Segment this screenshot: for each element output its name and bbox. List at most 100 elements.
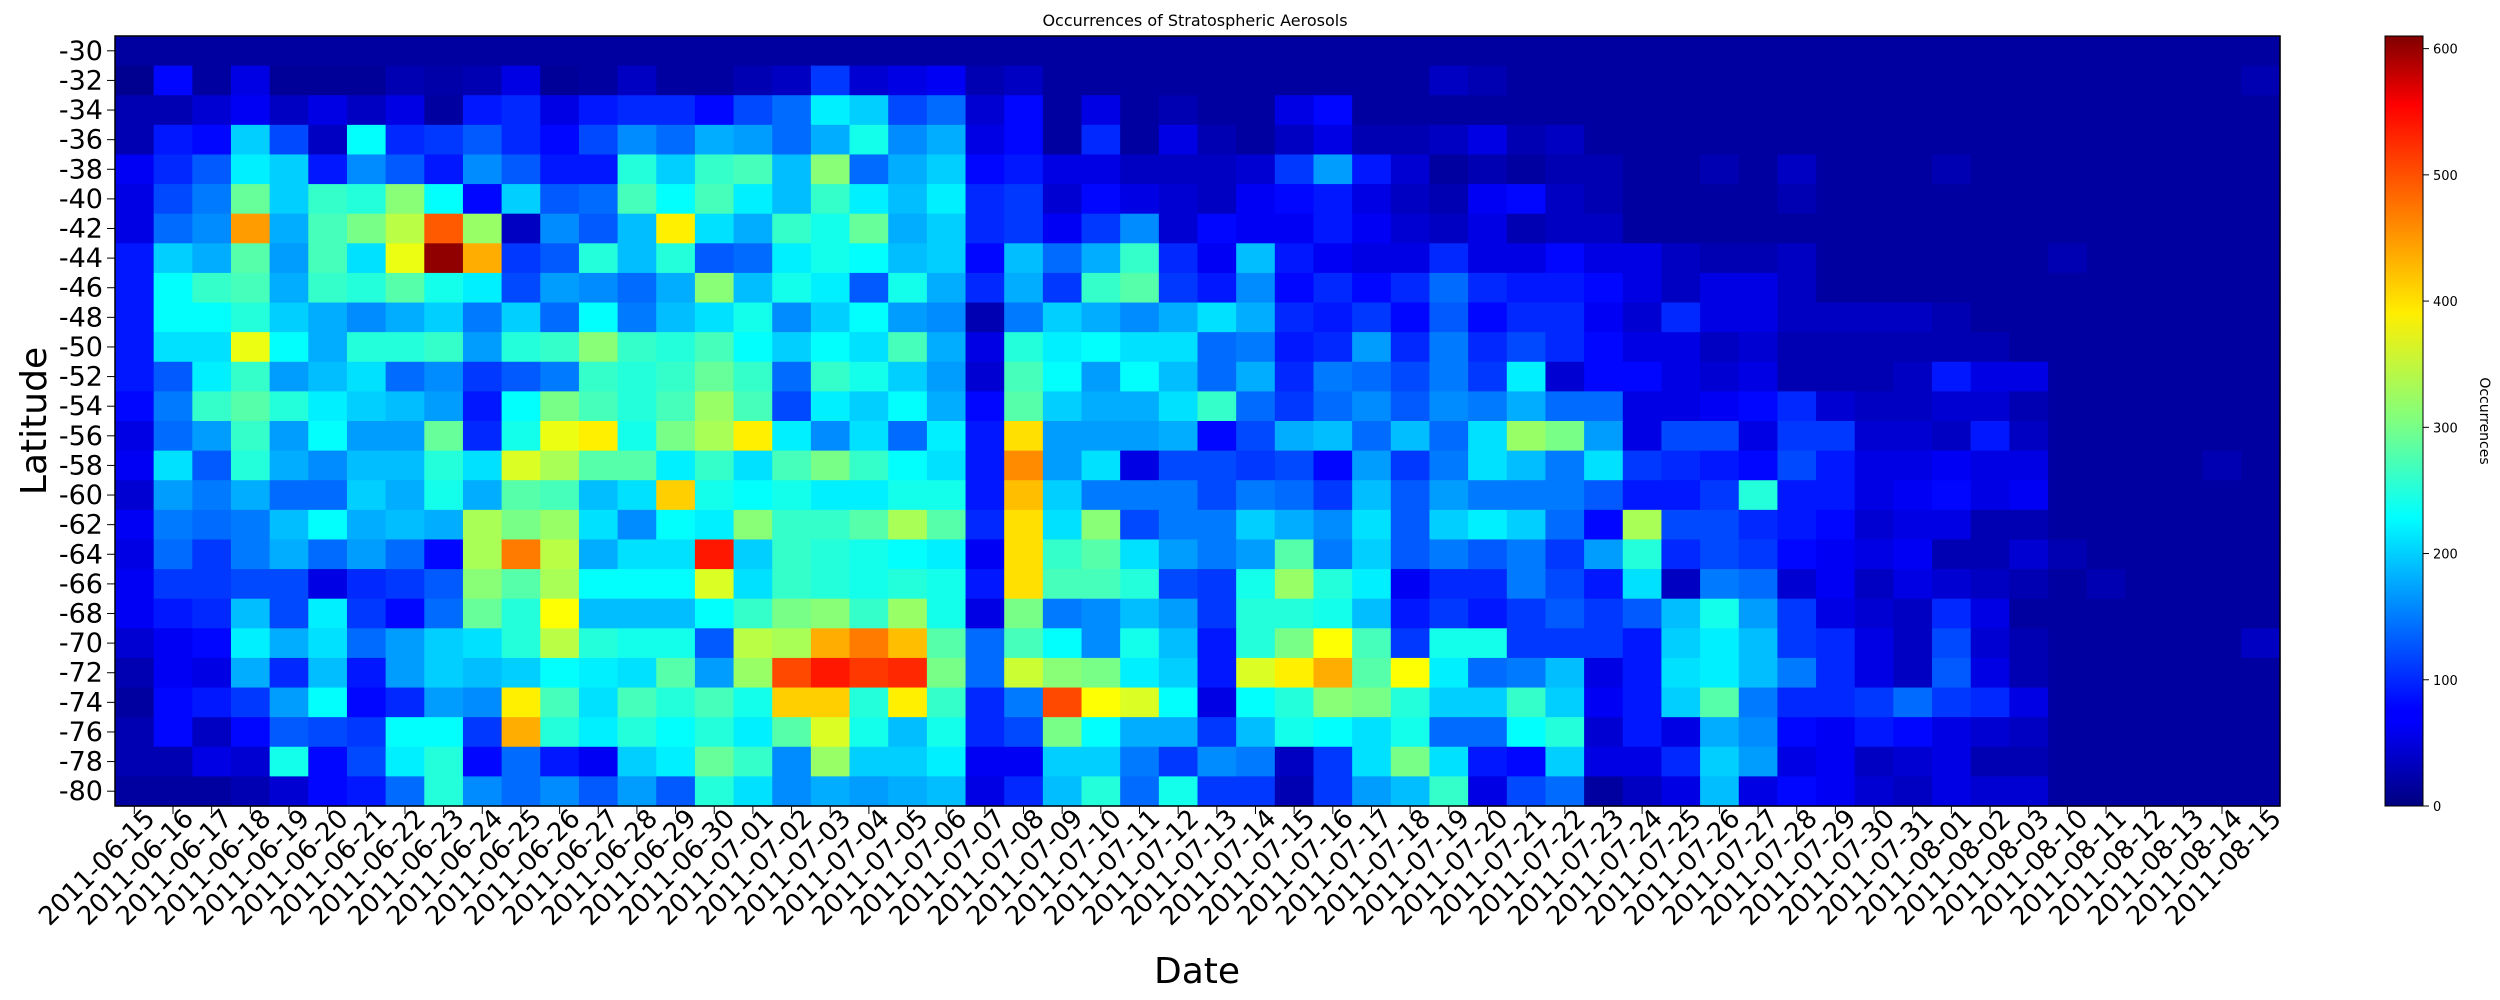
- heatmap-cell: [1893, 746, 1933, 777]
- heatmap-cell: [1932, 480, 1972, 511]
- heatmap-cell: [230, 569, 271, 600]
- heatmap-cell: [2009, 628, 2049, 659]
- heatmap-cell: [2164, 154, 2204, 185]
- heatmap-cell: [1932, 776, 1972, 807]
- heatmap-cell: [1236, 539, 1276, 570]
- heatmap-cell: [462, 361, 503, 392]
- heatmap-cell: [2048, 598, 2088, 629]
- heatmap-cell: [230, 657, 271, 689]
- heatmap-cell: [1777, 302, 1817, 333]
- heatmap-cell: [1274, 213, 1315, 244]
- heatmap-cell: [617, 746, 657, 777]
- heatmap-cell: [1429, 746, 1469, 777]
- heatmap-cell: [2164, 302, 2204, 333]
- heatmap-cell: [2164, 776, 2204, 807]
- y-tick-label: -50: [59, 332, 103, 363]
- heatmap-cell: [192, 717, 232, 748]
- heatmap-cell: [2241, 243, 2281, 274]
- heatmap-cell: [1236, 421, 1276, 452]
- heatmap-cell: [578, 450, 619, 481]
- heatmap-cell: [1197, 65, 1237, 96]
- heatmap-cell: [1042, 36, 1083, 67]
- heatmap-cell: [2048, 776, 2088, 807]
- heatmap-cell: [540, 509, 580, 541]
- heatmap-cell: [1970, 184, 2010, 215]
- heatmap-cell: [2086, 450, 2126, 481]
- heatmap-cell: [1661, 124, 1701, 156]
- heatmap-cell: [772, 598, 812, 629]
- heatmap-cell: [462, 184, 503, 215]
- heatmap-cell: [1700, 332, 1740, 363]
- heatmap-cell: [2241, 95, 2281, 126]
- heatmap-cell: [1584, 243, 1624, 274]
- heatmap-cell: [115, 687, 155, 718]
- heatmap-cell: [2164, 124, 2204, 156]
- heatmap-cell: [501, 213, 541, 244]
- heatmap-cell: [1120, 243, 1160, 274]
- heatmap-cell: [1274, 539, 1315, 570]
- heatmap-cell: [1661, 391, 1701, 422]
- heatmap-cell: [965, 391, 1005, 422]
- heatmap-cell: [385, 65, 425, 96]
- heatmap-cell: [1932, 154, 1972, 185]
- heatmap-cell: [926, 154, 967, 185]
- heatmap-cell: [1004, 569, 1044, 600]
- heatmap-cell: [2086, 421, 2126, 452]
- heatmap-cell: [1468, 539, 1508, 570]
- heatmap-cell: [385, 184, 425, 215]
- heatmap-cell: [1700, 746, 1740, 777]
- heatmap-cell: [540, 421, 580, 452]
- heatmap-cell: [2125, 154, 2165, 185]
- heatmap-cell: [849, 746, 889, 777]
- heatmap-cell: [2241, 717, 2281, 748]
- heatmap-cell: [1120, 509, 1160, 541]
- heatmap-cell: [385, 154, 425, 185]
- heatmap-cell: [192, 628, 232, 659]
- x-axis-title: Date: [1154, 951, 1240, 992]
- heatmap-cell: [501, 746, 541, 777]
- heatmap-cell: [1081, 598, 1121, 629]
- heatmap-cell: [849, 539, 889, 570]
- y-tick-label: -76: [59, 717, 103, 748]
- heatmap-cell: [772, 569, 812, 600]
- heatmap-cell: [1004, 776, 1044, 807]
- heatmap-cell: [153, 687, 193, 718]
- heatmap-cell: [888, 124, 928, 156]
- heatmap-cell: [1661, 480, 1701, 511]
- heatmap-cell: [1854, 687, 1894, 718]
- heatmap-cell: [462, 421, 503, 452]
- heatmap-cell: [346, 598, 387, 629]
- heatmap-cell: [1854, 450, 1894, 481]
- heatmap-cell: [230, 361, 271, 392]
- heatmap-cell: [1970, 243, 2010, 274]
- heatmap-cell: [1622, 657, 1663, 689]
- heatmap-cell: [965, 509, 1005, 541]
- heatmap-cell: [501, 450, 541, 481]
- heatmap-cell: [1738, 272, 1779, 304]
- heatmap-cell: [1622, 272, 1663, 304]
- heatmap-cell: [1893, 657, 1933, 689]
- heatmap-cell: [385, 569, 425, 600]
- heatmap-cell: [269, 243, 309, 274]
- heatmap-cell: [1584, 391, 1624, 422]
- heatmap-cell: [926, 539, 967, 570]
- heatmap-cell: [1081, 776, 1121, 807]
- heatmap-cell: [2048, 184, 2088, 215]
- heatmap-cell: [772, 450, 812, 481]
- heatmap-cell: [1313, 95, 1353, 126]
- heatmap-cell: [385, 243, 425, 274]
- heatmap-cell: [192, 391, 232, 422]
- heatmap-cell: [1429, 65, 1469, 96]
- heatmap-cell: [578, 746, 619, 777]
- heatmap-cell: [1197, 776, 1237, 807]
- heatmap-cell: [1274, 687, 1315, 718]
- heatmap-cell: [2202, 272, 2242, 304]
- heatmap-cell: [385, 302, 425, 333]
- heatmap-cell: [965, 776, 1005, 807]
- heatmap-cell: [501, 124, 541, 156]
- heatmap-cell: [462, 746, 503, 777]
- heatmap-cell: [2202, 717, 2242, 748]
- heatmap-cell: [694, 65, 735, 96]
- heatmap-cell: [849, 243, 889, 274]
- heatmap-cell: [1313, 302, 1353, 333]
